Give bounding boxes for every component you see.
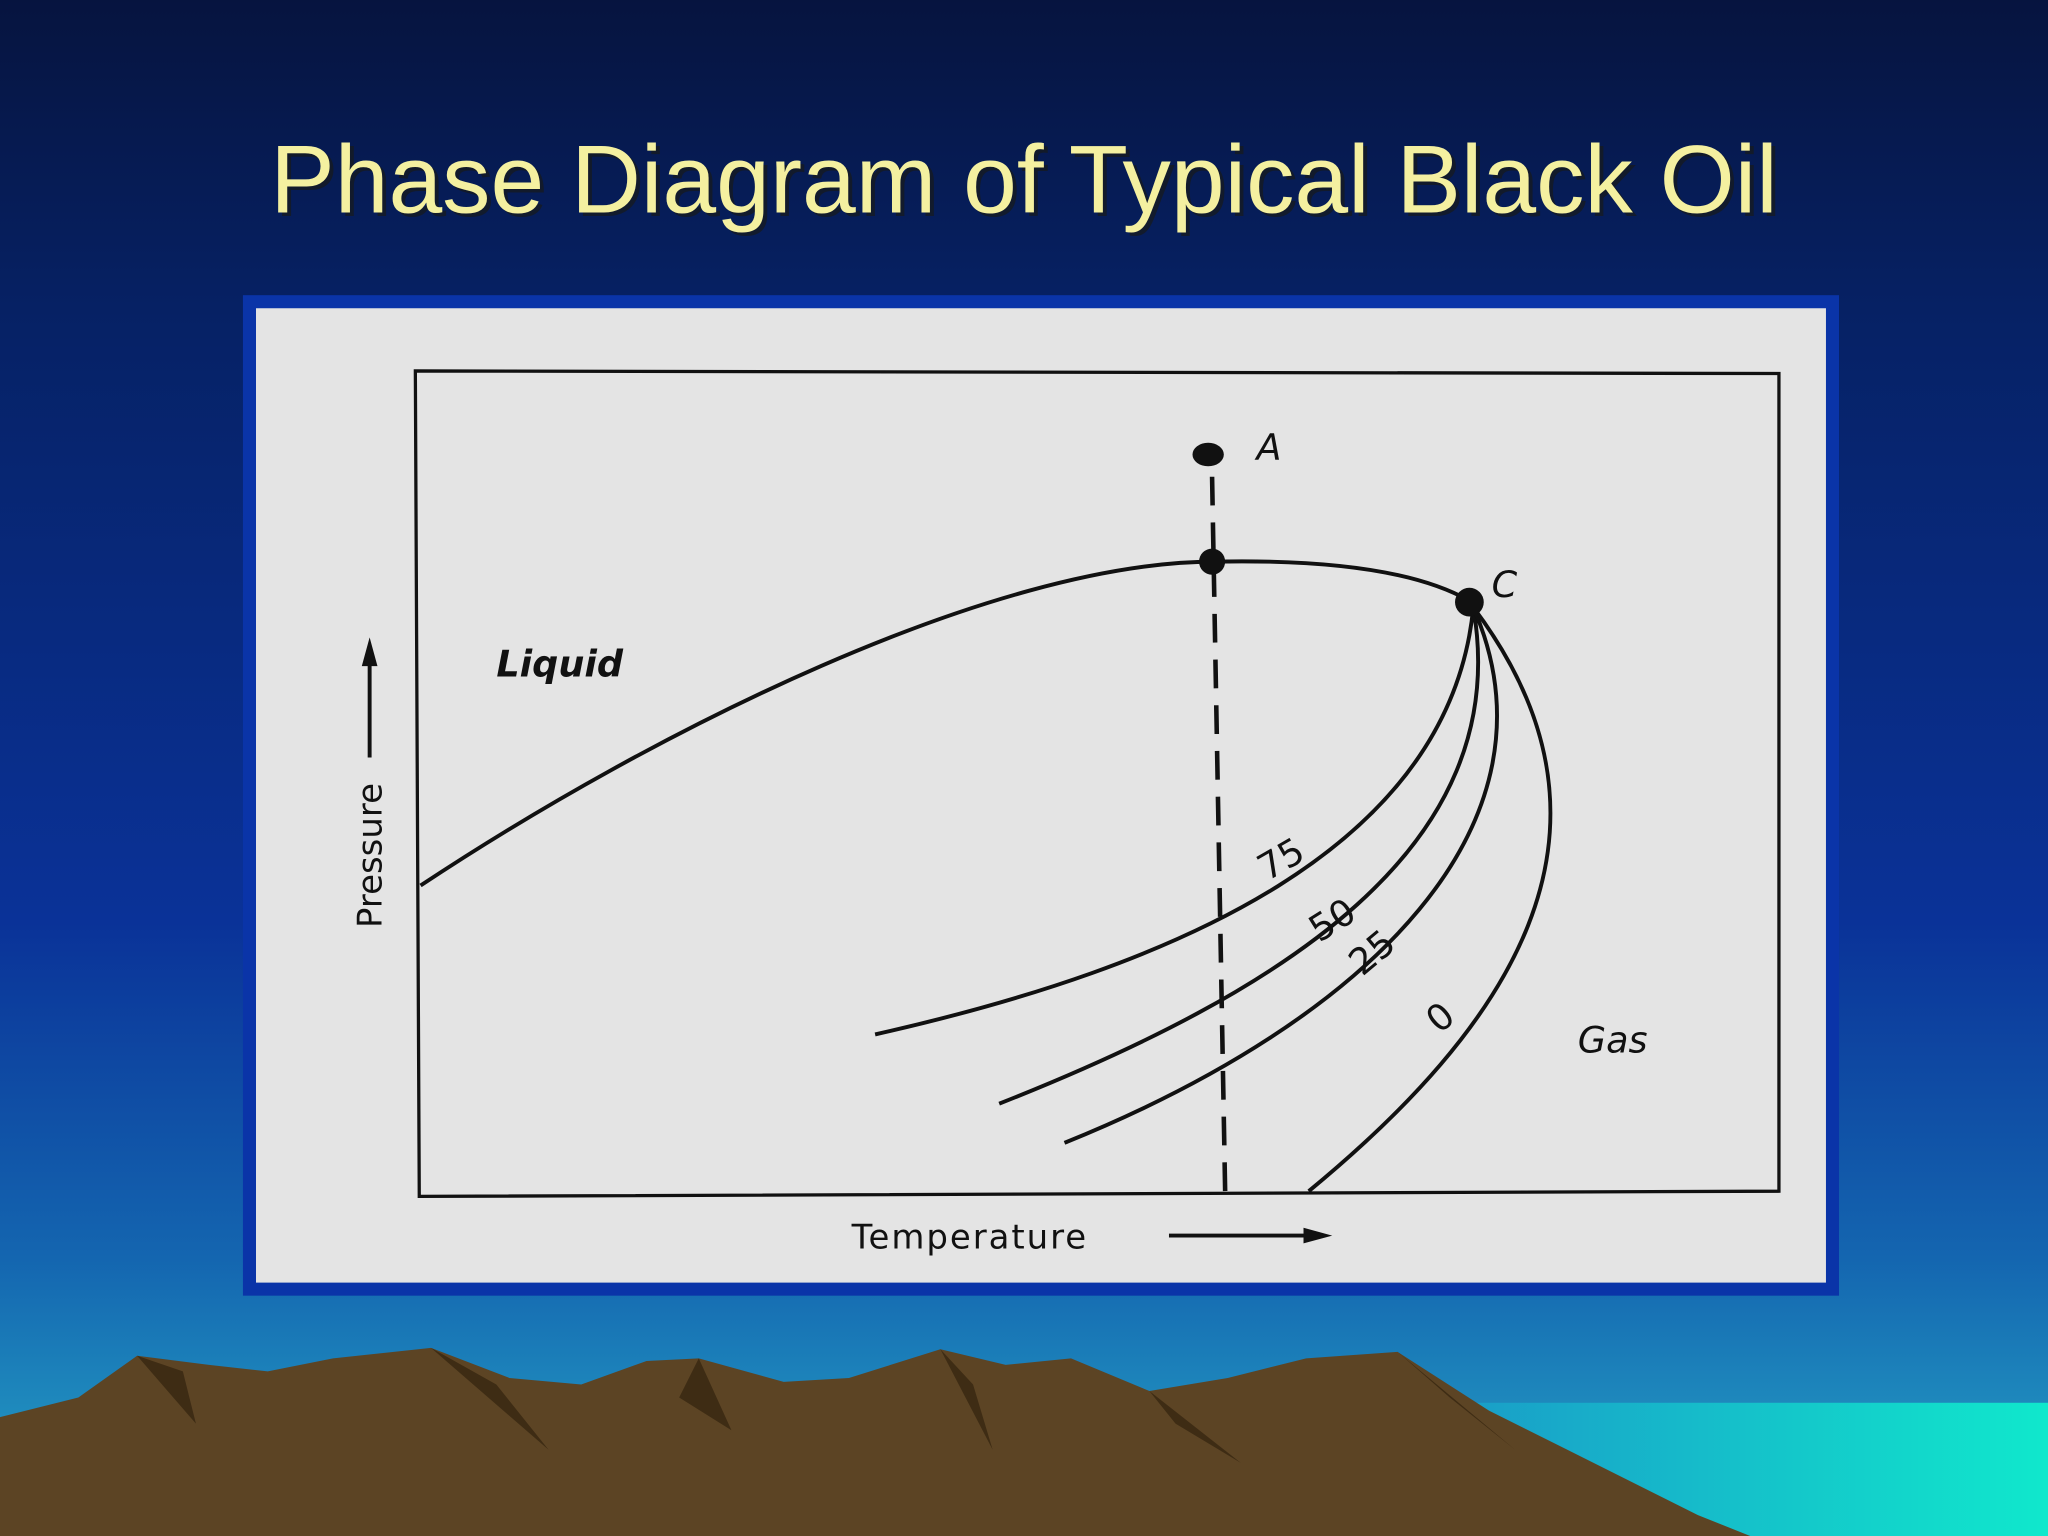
bubble-point <box>1199 548 1226 575</box>
mountains <box>0 1347 1751 1536</box>
point-label: A <box>1254 426 1281 469</box>
point-label: C <box>1492 563 1518 606</box>
quality-line <box>1063 606 1499 1145</box>
title: Phase Diagram of Typical Black Oil <box>270 126 1778 233</box>
title-shadow: Phase Diagram of Typical Black Oil <box>274 130 1782 237</box>
plot-box <box>413 369 1781 1199</box>
bubble-point-curve <box>419 559 1471 888</box>
point-a <box>1192 442 1224 467</box>
diagram-panel <box>256 308 1826 1283</box>
isothermal-line <box>1209 476 1228 1192</box>
critical-point <box>1455 587 1484 617</box>
region-label: Gas <box>1578 1019 1648 1062</box>
mountain-shadows <box>137 1347 1516 1463</box>
dew-point-curve <box>1307 606 1553 1193</box>
x-axis-label: Temperature <box>851 1218 1089 1258</box>
region-label: Liquid <box>496 643 624 686</box>
y-axis-label: Pressure <box>350 783 390 928</box>
diagram <box>367 369 1781 1238</box>
quality-line <box>998 607 1481 1106</box>
quality-line <box>874 607 1476 1037</box>
